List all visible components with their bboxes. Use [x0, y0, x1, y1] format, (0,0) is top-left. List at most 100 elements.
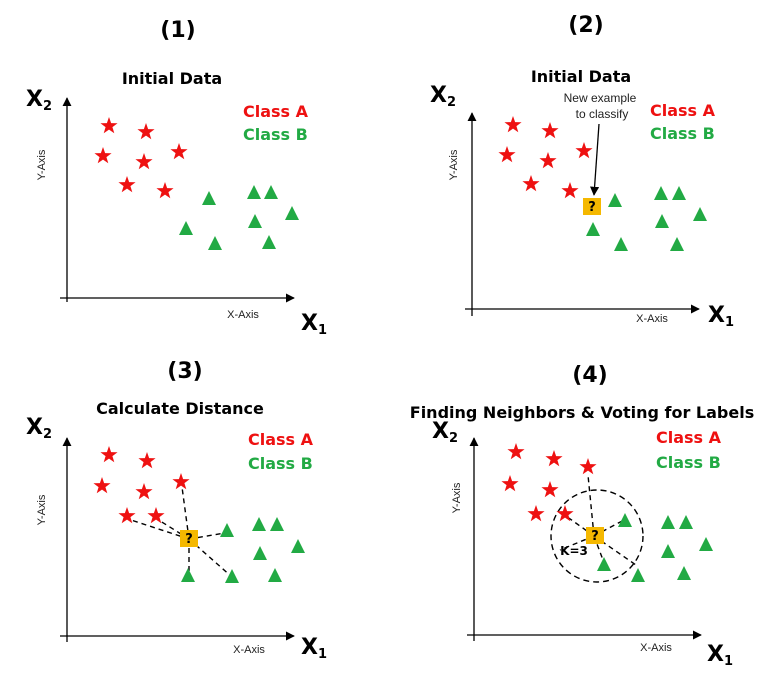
- x-axis-name: X1: [301, 311, 327, 338]
- panel-subtitle: Finding Neighbors & Voting for Labels: [410, 403, 754, 422]
- class-a-star: [561, 182, 579, 199]
- class-a-star: [501, 475, 519, 492]
- query-point: ?: [180, 530, 198, 547]
- class-b-triangle: [179, 221, 193, 235]
- class-b-triangle: [253, 546, 267, 560]
- distance-line: [559, 535, 595, 551]
- x-axis-name: X1: [301, 635, 327, 662]
- class-a-points: [498, 116, 593, 199]
- x-axis-name: X1: [707, 642, 733, 669]
- class-b-triangle: [608, 193, 622, 207]
- panel-2: (2) Initial Data X2 X1 Y-Axis X-Axis Cla…: [430, 13, 734, 330]
- class-b-triangle: [586, 222, 600, 236]
- panel-number: (3): [167, 359, 202, 384]
- y-axis-label: Y-Axis: [36, 149, 48, 180]
- class-b-triangle: [670, 237, 684, 251]
- class-a-star: [575, 142, 593, 159]
- legend-class-b: Class B: [650, 124, 715, 143]
- class-b-triangle: [181, 568, 195, 582]
- class-a-star: [539, 152, 557, 169]
- y-axis-name: X2: [430, 83, 456, 110]
- class-a-star: [170, 143, 188, 160]
- panel-3: (3) Calculate Distance X2 X1 Y-Axis X-Ax…: [26, 359, 327, 662]
- class-a-star: [541, 122, 559, 139]
- panel-number: (4): [572, 363, 607, 388]
- class-b-triangle: [654, 186, 668, 200]
- class-a-star: [100, 117, 118, 134]
- class-b-triangle: [220, 523, 234, 537]
- class-b-triangle: [268, 568, 282, 582]
- class-b-triangle: [252, 517, 266, 531]
- class-a-star: [541, 481, 559, 498]
- distance-line: [127, 518, 190, 540]
- y-axis-label: Y-Axis: [448, 149, 460, 180]
- class-a-star: [118, 176, 136, 193]
- x-axis-label: X-Axis: [233, 644, 265, 656]
- y-axis-label: Y-Axis: [451, 482, 463, 513]
- class-b-triangle: [655, 214, 669, 228]
- annotation-line-2: to classify: [576, 107, 629, 121]
- class-b-triangle: [618, 513, 632, 527]
- legend-class-a: Class A: [656, 428, 722, 447]
- class-b-triangle: [631, 568, 645, 582]
- class-a-star: [135, 153, 153, 170]
- panel-subtitle: Calculate Distance: [96, 399, 264, 418]
- class-a-points: [501, 443, 597, 522]
- annotation-arrow: [590, 123, 600, 196]
- legend-class-b: Class B: [243, 125, 308, 144]
- class-a-star: [118, 507, 136, 524]
- x-axis-label: X-Axis: [636, 313, 668, 325]
- class-a-points: [93, 446, 190, 524]
- legend-class-a: Class A: [650, 101, 716, 120]
- query-point: ?: [583, 198, 601, 215]
- k-label: K=3: [560, 544, 588, 558]
- class-b-triangle: [597, 557, 611, 571]
- class-b-triangle: [291, 539, 305, 553]
- class-a-star: [579, 458, 597, 475]
- panel-subtitle: Initial Data: [531, 67, 631, 86]
- class-b-points: [597, 513, 713, 582]
- class-b-triangle: [225, 569, 239, 583]
- class-b-triangle: [679, 515, 693, 529]
- x-axis-name: X1: [708, 303, 734, 330]
- class-a-star: [172, 473, 190, 490]
- class-b-triangle: [661, 544, 675, 558]
- query-mark: ?: [185, 532, 193, 547]
- distance-line: [188, 532, 226, 540]
- y-axis-name: X2: [432, 419, 458, 446]
- panel-number: (1): [160, 18, 195, 43]
- distance-line: [587, 474, 595, 537]
- k-neighborhood-circle: [550, 489, 644, 583]
- class-a-star: [527, 505, 545, 522]
- x-axis-label: X-Axis: [227, 309, 259, 321]
- class-b-triangle: [248, 214, 262, 228]
- class-b-triangle: [699, 537, 713, 551]
- legend-class-b: Class B: [248, 454, 313, 473]
- class-b-triangle: [202, 191, 216, 205]
- class-a-star: [507, 443, 525, 460]
- class-b-triangle: [247, 185, 261, 199]
- legend-class-a: Class A: [243, 102, 309, 121]
- query-box: [583, 198, 601, 215]
- y-axis-name: X2: [26, 87, 52, 114]
- class-b-triangle: [285, 206, 299, 220]
- legend-class-a: Class A: [248, 430, 314, 449]
- class-a-star: [156, 182, 174, 199]
- class-a-star: [147, 507, 165, 524]
- class-b-triangle: [693, 207, 707, 221]
- class-a-star: [522, 175, 540, 192]
- class-a-star: [504, 116, 522, 133]
- class-a-star: [556, 505, 574, 522]
- class-b-triangle: [262, 235, 276, 249]
- class-b-triangle: [208, 236, 222, 250]
- panel-subtitle: Initial Data: [122, 69, 222, 88]
- class-a-star: [137, 123, 155, 140]
- query-box: [586, 527, 604, 544]
- class-b-triangle: [672, 186, 686, 200]
- class-a-star: [545, 450, 563, 467]
- class-a-star: [498, 146, 516, 163]
- class-a-star: [135, 483, 153, 500]
- query-point: ?: [586, 527, 604, 544]
- panel-4: (4) Finding Neighbors & Voting for Label…: [410, 363, 754, 669]
